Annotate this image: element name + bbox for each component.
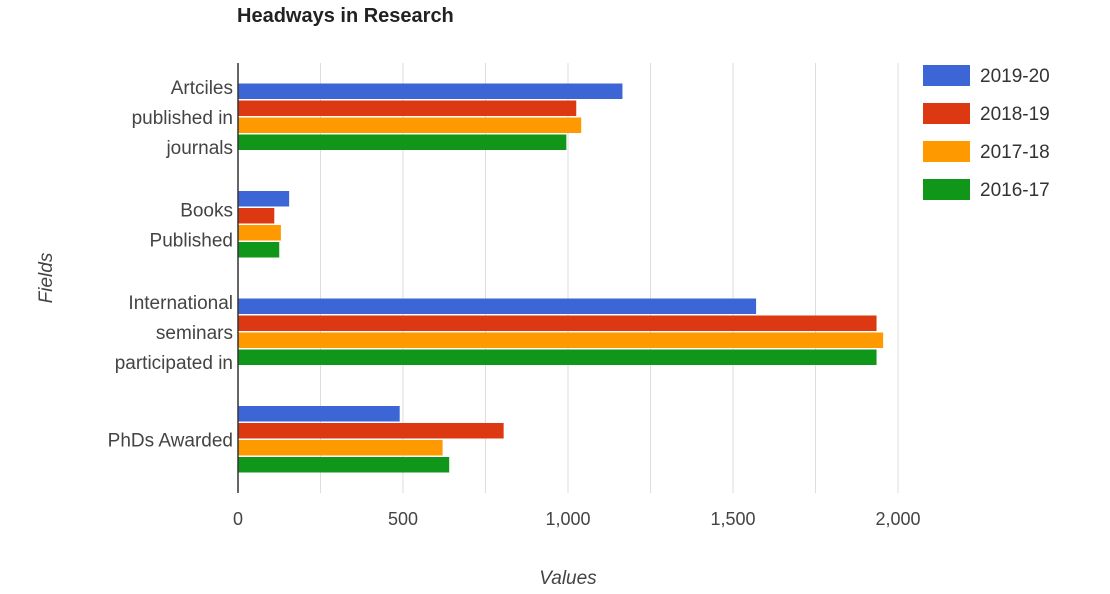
category-labels: Artciles published in journals Books Publish…	[108, 78, 233, 452]
legend-label: 2019-20	[980, 66, 1050, 87]
bar	[238, 349, 877, 365]
legend-label: 2016-17	[980, 180, 1050, 201]
x-tick-label: 1,500	[710, 509, 755, 529]
category-label: journals	[165, 138, 233, 159]
bar	[238, 406, 400, 422]
chart-title: Headways in Research	[237, 5, 454, 27]
category-label: International	[128, 293, 233, 314]
bar	[238, 208, 275, 224]
category-label: PhDs Awarded	[108, 430, 233, 451]
legend-swatch	[923, 65, 970, 86]
bar	[238, 117, 582, 133]
bar	[238, 315, 877, 331]
bar	[238, 242, 280, 258]
x-tick-label: 500	[388, 509, 418, 529]
bar	[238, 100, 577, 116]
legend-swatch	[923, 141, 970, 162]
bar	[238, 440, 443, 456]
category-label: participated in	[115, 353, 233, 374]
x-axis-title: Values	[539, 568, 597, 589]
legend-label: 2017-18	[980, 142, 1050, 163]
x-tick-label: 0	[233, 509, 243, 529]
legend: 2019-20 2018-19 2017-18 2016-17	[923, 65, 1050, 201]
x-tick-labels: 0 500 1,000 1,500 2,000	[233, 509, 921, 529]
bar	[238, 298, 757, 314]
bar	[238, 332, 884, 348]
y-axis-title: Fields	[36, 252, 57, 303]
legend-swatch	[923, 179, 970, 200]
category-label: Artciles	[171, 78, 233, 99]
bar	[238, 225, 281, 241]
category-label: Published	[150, 230, 233, 251]
bar	[238, 457, 450, 473]
bar	[238, 134, 567, 150]
bars	[238, 83, 884, 473]
x-tick-label: 2,000	[875, 509, 920, 529]
category-label: published in	[132, 108, 233, 129]
x-tick-label: 1,000	[545, 509, 590, 529]
category-label: Books	[180, 200, 233, 221]
bar	[238, 83, 623, 99]
legend-swatch	[923, 103, 970, 124]
bar	[238, 423, 504, 439]
bar	[238, 191, 290, 207]
legend-label: 2018-19	[980, 104, 1050, 125]
category-label: seminars	[156, 323, 233, 344]
